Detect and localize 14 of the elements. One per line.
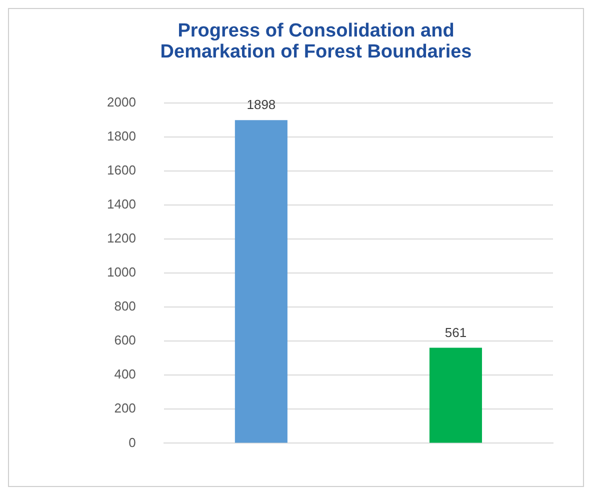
y-tick-label: 800	[114, 298, 136, 314]
y-tick-label: 400	[114, 366, 136, 382]
y-tick-label: 1400	[107, 196, 136, 212]
y-tick-label: 600	[114, 332, 136, 348]
y-tick-label: 2000	[107, 94, 136, 110]
y-tick-label: 1600	[107, 162, 136, 178]
y-tick-label: 1000	[107, 264, 136, 280]
y-tick-label: 1800	[107, 128, 136, 144]
y-tick-label: 1200	[107, 230, 136, 246]
chart-title: Progress of Consolidation and Demarkation of Forest Boundaries	[160, 20, 472, 63]
y-tick-label: 0	[128, 434, 136, 450]
data-label: 561	[444, 324, 467, 340]
data-label: 1898	[246, 97, 276, 112]
y-tick-label: 200	[114, 400, 136, 416]
